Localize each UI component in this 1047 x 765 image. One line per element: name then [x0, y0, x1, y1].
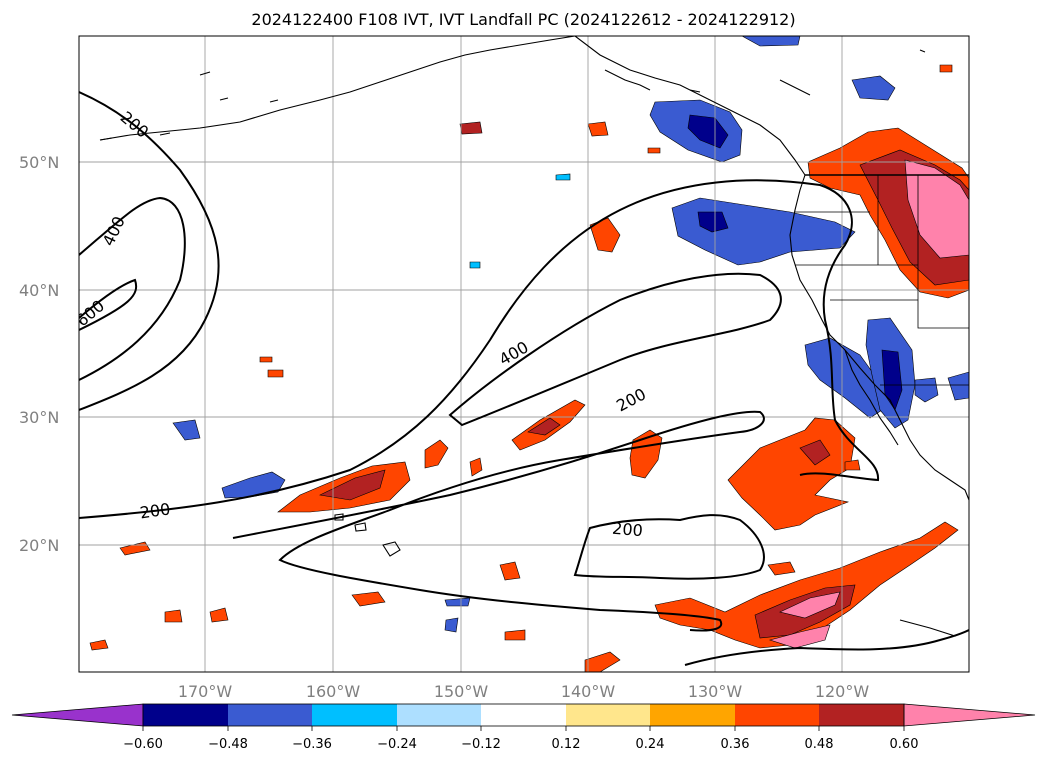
- positive-region-west-4: [89, 639, 109, 651]
- contour-label: 200: [139, 499, 172, 522]
- graticule: [79, 36, 969, 672]
- positive-region-subtropic-4: [469, 457, 483, 477]
- contour-200-west: [79, 91, 220, 411]
- longitude-label: 120°W: [815, 682, 870, 701]
- islands-aleutian: [99, 71, 279, 141]
- positive-region-west-12: [844, 459, 861, 471]
- bc-islands: [604, 49, 926, 96]
- latitude-label: 50°N: [19, 153, 59, 172]
- colorbar-tick-label: 0.12: [552, 737, 581, 752]
- alaska-coast: [99, 36, 576, 141]
- positive-region-south: [654, 521, 959, 649]
- colorbar-tick-label: 0.60: [890, 737, 919, 752]
- positive-region-south-core: [779, 591, 841, 619]
- longitude-labels: 170°W 160°W 150°W 140°W 130°W 120°W: [178, 682, 870, 701]
- map-frame: [78, 35, 970, 673]
- hawaii-island-2: [354, 522, 367, 532]
- colorbar-frame: [142, 703, 905, 727]
- colorbar-tick-label: 0.24: [636, 737, 665, 752]
- latitude-label: 30°N: [19, 408, 59, 427]
- positive-region-east-pacific-core: [799, 439, 831, 466]
- longitude-label: 160°W: [306, 682, 361, 701]
- colorbar-tick-label: −0.48: [208, 737, 248, 752]
- longitude-label: 150°W: [434, 682, 489, 701]
- map-plot-area: 200 400 600 400 200 200 200: [79, 36, 969, 672]
- positive-region-mexico: [767, 561, 796, 576]
- negative-region-small-4: [555, 173, 571, 181]
- colorbar-tick-label: −0.36: [292, 737, 332, 752]
- colorbar-tick-label: −0.12: [461, 737, 501, 752]
- negative-region-canada: [851, 75, 896, 101]
- baja-coast: [844, 349, 899, 446]
- west-coast: [789, 174, 969, 501]
- negative-region-small-5: [444, 597, 471, 607]
- negative-region-pnw-core: [697, 211, 729, 233]
- longitude-label: 130°W: [688, 682, 743, 701]
- contour-600-west: [79, 278, 138, 331]
- colorbar-swatch: [312, 704, 397, 726]
- negative-region-small-7: [469, 261, 481, 269]
- colorbar-swatch: [735, 704, 819, 726]
- colorbar-swatch: [397, 704, 481, 726]
- longitude-label: 170°W: [178, 682, 233, 701]
- positive-region-south-small-1: [584, 651, 621, 672]
- latitude-label: 20°N: [19, 536, 59, 555]
- negative-region-baja-core: [881, 349, 903, 411]
- ivt-contours: [79, 91, 969, 666]
- positive-region-north-3: [459, 121, 483, 135]
- positive-region-west-7: [499, 561, 521, 581]
- colorbar-swatch: [819, 704, 904, 726]
- colorbar: −0.60 −0.48 −0.36 −0.24 −0.12 0.12 0.24 …: [11, 703, 1036, 752]
- hawaii-island-1: [382, 541, 401, 557]
- positive-region-subtropic-1-core: [527, 417, 561, 436]
- colorbar-swatch: [228, 704, 312, 726]
- map-title: 2024122400 F108 IVT, IVT Landfall PC (20…: [251, 10, 796, 29]
- alaska-south-coast: [574, 36, 806, 176]
- colorbar-tick-label: 0.48: [805, 737, 834, 752]
- positive-region-west-3: [164, 609, 183, 623]
- positive-region-west-6: [504, 629, 526, 641]
- positive-region-west-11: [647, 147, 661, 154]
- contour-label: 200: [611, 519, 643, 541]
- positive-region-west-5: [351, 591, 386, 607]
- positive-region-subtropic-2: [424, 439, 449, 469]
- negative-region-small-3: [947, 371, 969, 401]
- colorbar-extend-high: [903, 703, 1036, 727]
- positive-region-nw-us-core: [904, 159, 969, 259]
- positive-region-west-10: [939, 64, 953, 73]
- negative-region-top: [741, 36, 801, 47]
- contour-200-se: [573, 514, 765, 580]
- contour-400-west: [79, 196, 186, 381]
- positive-region-west-8: [267, 369, 284, 378]
- ivt-shading: [89, 36, 969, 672]
- negative-region-small-2: [914, 377, 939, 403]
- positive-region-subtropic-3: [629, 429, 663, 479]
- latitude-labels: 50°N 40°N 30°N 20°N: [19, 153, 59, 555]
- positive-region-south-2: [768, 624, 831, 649]
- contour-200-southeast: [684, 629, 969, 666]
- colorbar-swatch: [481, 704, 566, 726]
- colorbar-swatch: [143, 704, 228, 726]
- positive-region-north-2: [587, 121, 609, 137]
- negative-region-small-6: [444, 617, 459, 633]
- positive-region-west-2: [209, 607, 229, 623]
- contour-200-main: [79, 179, 880, 519]
- colorbar-tick-label: 0.36: [721, 737, 750, 752]
- colorbar-swatch: [566, 704, 650, 726]
- colorbar-tick-label: −0.60: [123, 737, 163, 752]
- colorbar-extend-low: [11, 703, 144, 727]
- positive-region-central-pacific-core: [319, 469, 386, 501]
- longitude-label: 140°W: [561, 682, 616, 701]
- contour-400-inner: [448, 272, 782, 427]
- positive-region-west-9: [259, 356, 273, 363]
- negative-region-small-1: [172, 419, 201, 441]
- latitude-label: 40°N: [19, 281, 59, 300]
- colorbar-tick-label: −0.24: [377, 737, 417, 752]
- us-state-lines: [795, 175, 969, 386]
- contour-200-south: [232, 410, 765, 632]
- coastlines: [99, 36, 969, 637]
- colorbar-swatch: [650, 704, 735, 726]
